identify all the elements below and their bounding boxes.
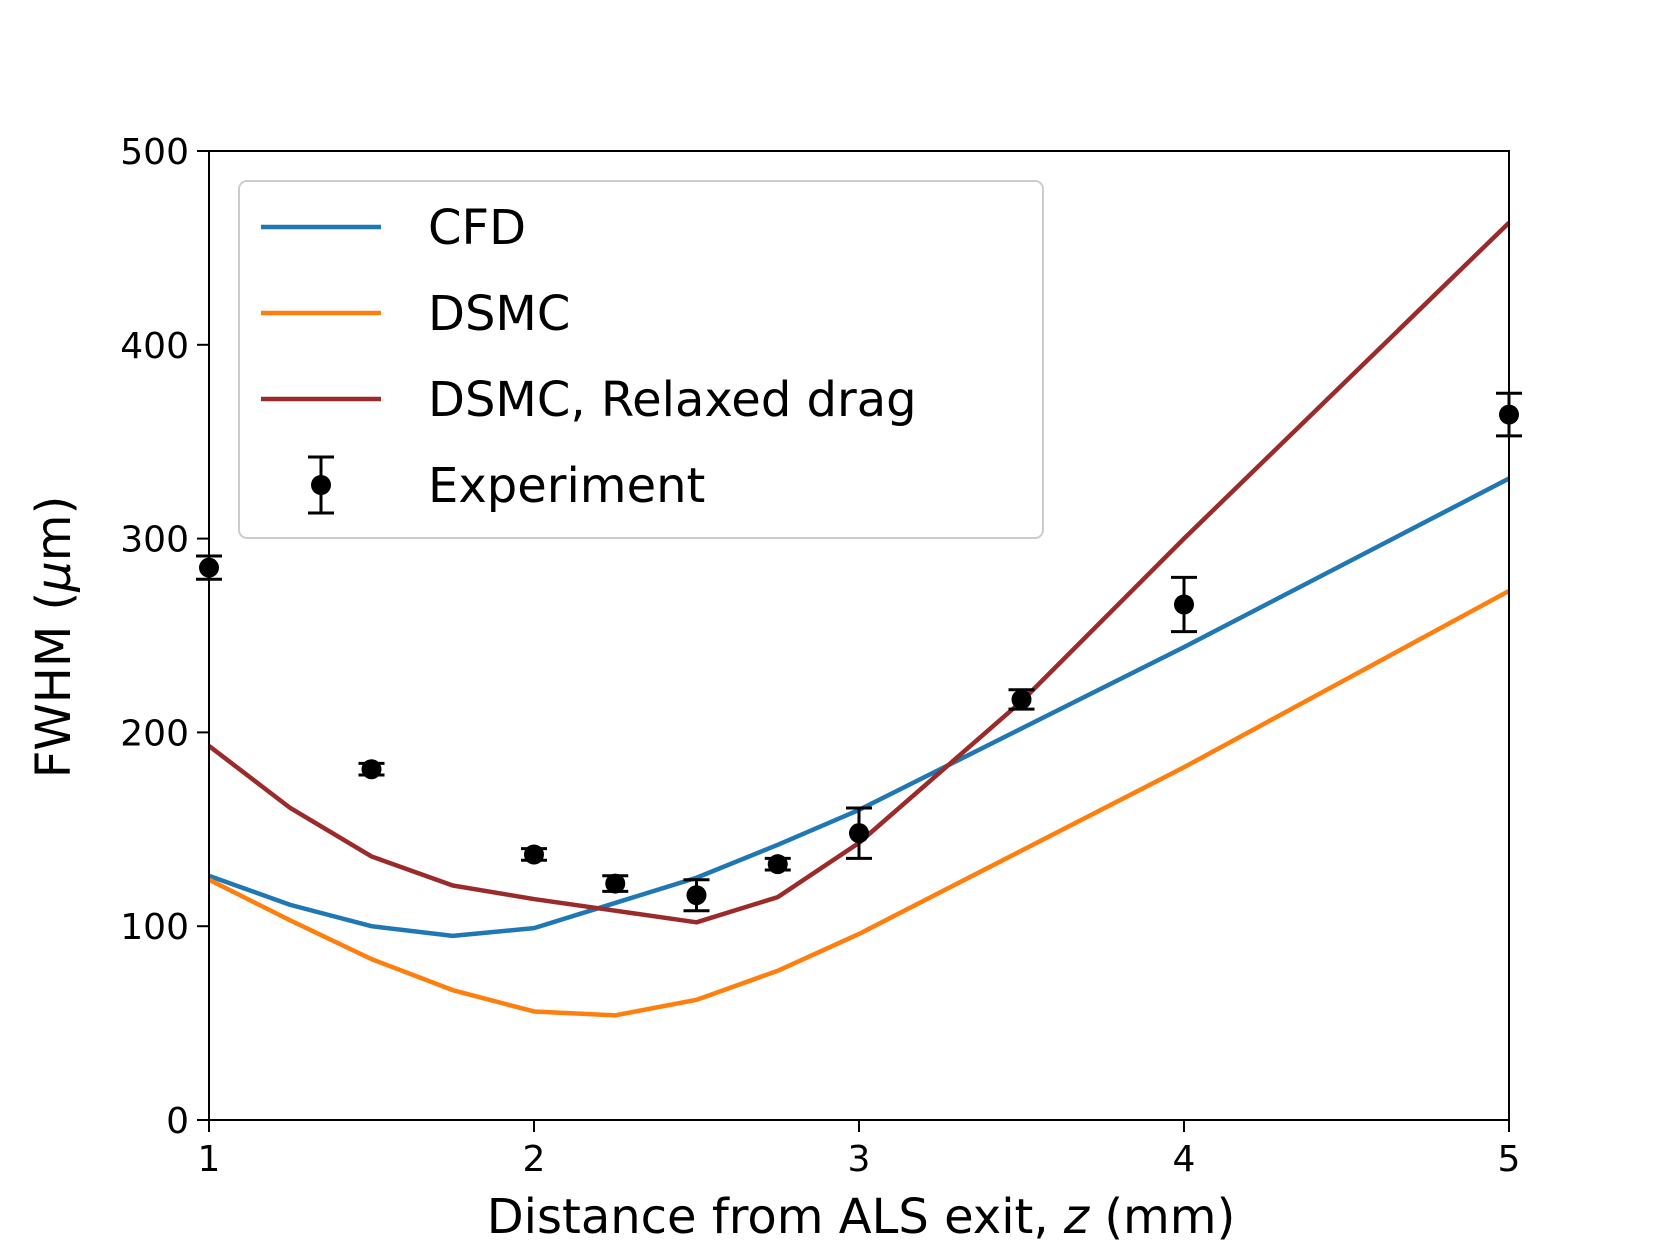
- legend-label: DSMC, Relaxed drag: [428, 372, 917, 428]
- y-tick-label: 100: [120, 907, 189, 948]
- y-tick-label: 500: [120, 132, 189, 173]
- x-axis-label: Distance from ALS exit, z (mm): [487, 1189, 1236, 1245]
- marker: [362, 759, 382, 779]
- legend-label: CFD: [428, 200, 526, 256]
- data-point-experiment: [765, 854, 791, 874]
- marker: [1012, 689, 1032, 709]
- data-point-experiment: [1171, 577, 1197, 631]
- y-tick-label: 400: [120, 326, 189, 367]
- legend-label: Experiment: [428, 458, 705, 514]
- marker: [605, 874, 625, 894]
- marker: [1174, 594, 1194, 614]
- x-axis-ticks: 1 2 3 4 5: [198, 1120, 1521, 1180]
- data-point-experiment: [602, 874, 628, 894]
- y-tick-label: 300: [120, 520, 189, 561]
- x-tick-label: 5: [1498, 1139, 1521, 1180]
- x-tick-label: 1: [198, 1139, 221, 1180]
- data-point-experiment: [359, 759, 385, 779]
- data-point-experiment: [684, 880, 710, 911]
- y-axis-ticks: 0 100 200 300 400 500: [120, 132, 209, 1142]
- y-axis-label: FWHM (μm): [26, 496, 82, 779]
- y-tick-label: 200: [120, 713, 189, 754]
- marker: [768, 854, 788, 874]
- legend-label: DSMC: [428, 286, 570, 342]
- x-tick-label: 4: [1173, 1139, 1196, 1180]
- marker: [524, 844, 544, 864]
- x-tick-label: 3: [848, 1139, 871, 1180]
- marker: [849, 823, 869, 843]
- marker: [687, 885, 707, 905]
- x-tick-label: 2: [523, 1139, 546, 1180]
- legend-swatch-marker: [311, 475, 331, 495]
- series-line-dsmc: [209, 591, 1509, 1015]
- y-tick-label: 0: [166, 1101, 189, 1142]
- legend: CFD DSMC DSMC, Relaxed drag Experiment: [239, 181, 1043, 538]
- data-point-experiment: [521, 844, 547, 864]
